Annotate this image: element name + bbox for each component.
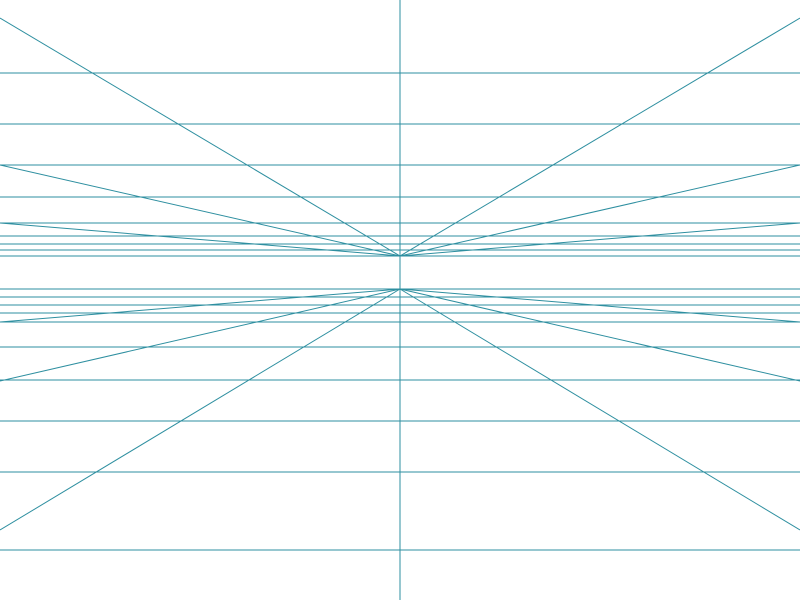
converging-line-upper-right	[399, 164, 800, 257]
converging-line-upper-right	[399, 222, 800, 257]
converging-line-upper-right	[399, 17, 800, 257]
converging-line-lower-left	[0, 288, 401, 323]
upper-converging-lines	[0, 17, 800, 257]
converging-line-upper-left	[0, 164, 401, 257]
converging-line-lower-left	[0, 288, 401, 382]
lower-horizontal-lines	[0, 288, 800, 551]
converging-line-lower-right	[399, 288, 800, 531]
converging-line-lower-right	[399, 288, 800, 382]
converging-line-lower-right	[399, 288, 800, 323]
converging-line-upper-left	[0, 222, 401, 257]
lower-converging-lines	[0, 288, 800, 531]
converging-line-lower-left	[0, 288, 401, 531]
converging-line-upper-left	[0, 17, 401, 257]
upper-horizontal-lines	[0, 72, 800, 257]
